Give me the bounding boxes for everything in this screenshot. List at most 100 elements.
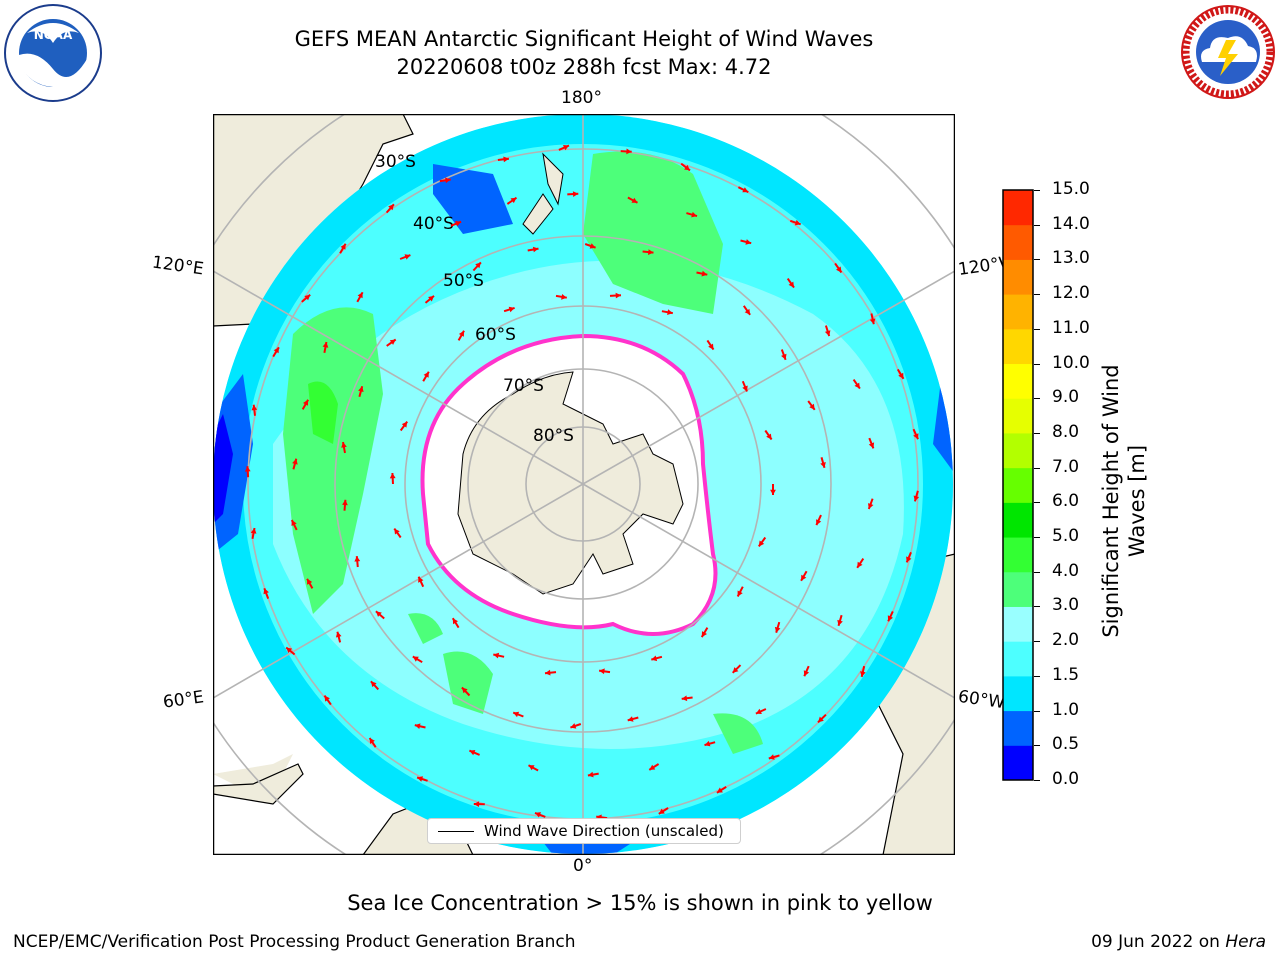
wind-arrow-head [354, 556, 361, 562]
map-legend: Wind Wave Direction (unscaled) [427, 818, 741, 844]
wind-arrow-head [906, 556, 912, 563]
wind-arrow-head [913, 433, 919, 440]
colorbar-segment [1003, 745, 1033, 781]
wind-arrow-head [561, 294, 567, 300]
colorbar-tick-mark [1034, 780, 1040, 781]
colorbar-tick-mark [1034, 502, 1040, 504]
colorbar-tick-mark [1034, 224, 1040, 226]
colorbar-tick-mark [1034, 641, 1040, 643]
colorbar-segment [1003, 259, 1033, 295]
colorbar-tick-mark [1034, 537, 1040, 539]
legend-label: Wind Wave Direction (unscaled) [484, 822, 724, 840]
wind-arrow-head [681, 695, 688, 702]
wind-arrow-head [732, 667, 739, 673]
colorbar-tick-mark [1034, 571, 1040, 573]
wind-arrow-head [701, 631, 707, 638]
noaa-logo-icon: NOAA [4, 4, 102, 102]
wind-arrow-head [528, 765, 535, 771]
wind-arrow-head [428, 295, 434, 302]
wind-arrow-head [244, 466, 251, 472]
colorbar-tick-mark [1034, 710, 1040, 712]
wind-arrow-head [818, 716, 824, 723]
lat-label-70s: 70°S [503, 376, 544, 396]
wind-arrow-head [292, 458, 298, 465]
date-line: 09 Jun 2022 on Hera [1091, 932, 1266, 952]
legend-line-icon [438, 830, 474, 832]
colorbar-segment [1003, 432, 1033, 469]
wind-arrow-head [708, 343, 714, 350]
colorbar-tick-label: 12.0 [1052, 283, 1090, 304]
colorbar-tick-mark [1034, 745, 1040, 747]
wind-arrows [244, 144, 920, 821]
wind-arrow-head [563, 145, 569, 151]
colorbar [1002, 189, 1034, 781]
nws-logo-icon [1181, 5, 1275, 99]
wind-arrow-head [860, 671, 866, 677]
wind-arrow-head [475, 262, 481, 269]
colorbar-tick-mark [1034, 259, 1040, 261]
colorbar-segment [1003, 502, 1033, 538]
colorbar-tick-label: 1.5 [1052, 664, 1080, 685]
colorbar-tick-mark [1034, 294, 1040, 296]
colorbar-segment [1003, 467, 1033, 503]
wind-arrow-head [868, 442, 875, 449]
wind-arrow-head [589, 243, 596, 249]
wind-arrow-head [631, 197, 638, 203]
colorbar-segment [1003, 363, 1033, 399]
wind-arrow-head [532, 246, 539, 253]
lon-label-0: 0° [573, 856, 593, 876]
lat-label-30s: 30°S [375, 152, 416, 172]
wind-arrow-head [816, 519, 822, 526]
wind-arrow-head [781, 353, 787, 360]
colorbar-segment [1003, 537, 1033, 573]
wind-arrow-head [599, 668, 605, 675]
colorbar-segment [1003, 641, 1033, 677]
wind-arrow-head [291, 520, 297, 526]
colorbar-segment [1003, 328, 1033, 365]
wind-arrow-head [418, 576, 424, 583]
wind-arrow-head [627, 716, 634, 722]
wind-arrow-head [357, 292, 363, 299]
wind-arrow-head [250, 528, 257, 534]
polar-map: 30°S 40°S 50°S 60°S 70°S 80°S [213, 114, 955, 855]
wind-arrow-head [273, 347, 279, 354]
wind-arrow-head [770, 489, 776, 495]
wind-arrow-head [824, 330, 831, 337]
lon-label-60e: 60°E [161, 687, 206, 713]
colorbar-segment [1003, 606, 1033, 642]
lon-label-120e: 120°E [150, 252, 205, 280]
wind-arrow-head [572, 191, 579, 197]
colorbar-tick-label: 0.0 [1052, 769, 1080, 789]
wind-arrow-head [335, 631, 342, 638]
wind-arrow-head [869, 318, 876, 325]
colorbar-tick-mark [1034, 363, 1040, 365]
wind-arrow-head [742, 187, 749, 193]
map-frame [213, 114, 955, 855]
wind-arrow-head [794, 219, 801, 226]
wind-arrow-head [658, 808, 665, 814]
wind-arrow-head [375, 611, 382, 617]
lon-label-60w: 60°W [956, 686, 1007, 714]
wind-arrow-head [758, 540, 765, 547]
wind-arrow-head [857, 561, 863, 568]
colorbar-tick-label: 1.0 [1052, 699, 1080, 720]
colorbar-tick-mark [1034, 606, 1040, 608]
chart-subtitle: 20220608 t00z 288h fcst Max: 4.72 [396, 55, 772, 79]
wind-arrow-head [651, 655, 658, 662]
wind-arrow-head [648, 249, 654, 255]
colorbar-segment [1003, 675, 1033, 712]
graticule [213, 114, 955, 855]
wind-arrow-head [461, 687, 468, 694]
colorbar-segment [1003, 190, 1033, 226]
date-text: 09 Jun 2022 on [1091, 932, 1226, 952]
wind-arrow-head [401, 421, 408, 428]
wind-arrow-head [570, 723, 577, 729]
lat-label-60s: 60°S [475, 325, 516, 345]
colorbar-tick-label: 8.0 [1052, 421, 1080, 442]
wind-arrow-head [820, 462, 826, 468]
wind-arrow-head [445, 177, 451, 184]
wind-arrow-head [774, 626, 781, 633]
wind-arrow-head [737, 590, 743, 597]
wind-arrow-head [745, 239, 752, 245]
wind-arrow-head [389, 473, 396, 479]
